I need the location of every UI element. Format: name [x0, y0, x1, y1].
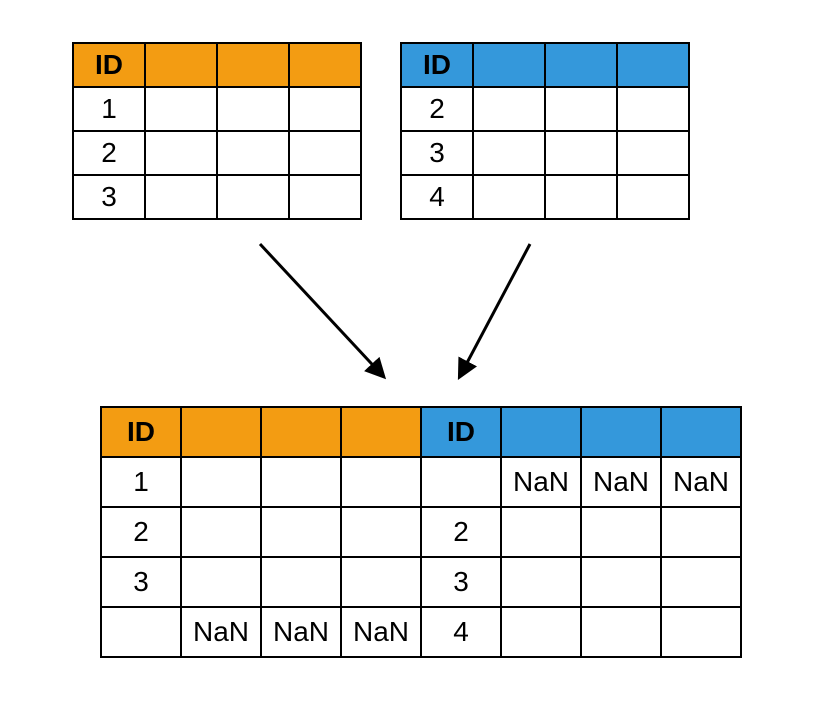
arrow-left-icon [260, 244, 383, 376]
cell [341, 457, 421, 507]
col-header [473, 43, 545, 87]
cell [421, 457, 501, 507]
cell: NaN [661, 457, 741, 507]
header-row: ID ID [101, 407, 741, 457]
cell: 2 [101, 507, 181, 557]
cell [501, 557, 581, 607]
cell [289, 131, 361, 175]
cell [181, 507, 261, 557]
merged-table: ID ID 1 NaN NaN NaN 2 2 3 3 [100, 406, 742, 658]
cell [217, 131, 289, 175]
cell: 4 [401, 175, 473, 219]
cell [661, 607, 741, 657]
table-row: 4 [401, 175, 689, 219]
source-table-right: ID 2 3 4 [400, 42, 690, 220]
col-header [217, 43, 289, 87]
col-header-id: ID [401, 43, 473, 87]
table-row: 3 3 [101, 557, 741, 607]
cell [617, 131, 689, 175]
col-header [341, 407, 421, 457]
table-row: 3 [73, 175, 361, 219]
col-header [501, 407, 581, 457]
cell [181, 457, 261, 507]
cell [581, 557, 661, 607]
cell [341, 507, 421, 557]
cell [289, 175, 361, 219]
cell [501, 507, 581, 557]
col-header-id-left: ID [101, 407, 181, 457]
cell: 2 [401, 87, 473, 131]
cell: NaN [341, 607, 421, 657]
col-header [581, 407, 661, 457]
cell [545, 131, 617, 175]
header-row: ID [401, 43, 689, 87]
table-row: NaN NaN NaN 4 [101, 607, 741, 657]
cell: 2 [421, 507, 501, 557]
cell [261, 557, 341, 607]
col-header [181, 407, 261, 457]
col-header [261, 407, 341, 457]
cell: 2 [73, 131, 145, 175]
cell [473, 87, 545, 131]
cell [341, 557, 421, 607]
cell [145, 87, 217, 131]
cell: NaN [501, 457, 581, 507]
col-header [289, 43, 361, 87]
cell [501, 607, 581, 657]
cell [217, 175, 289, 219]
cell: NaN [181, 607, 261, 657]
cell [545, 87, 617, 131]
cell: NaN [581, 457, 661, 507]
col-header-id: ID [73, 43, 145, 87]
table-row: 1 [73, 87, 361, 131]
cell: 3 [401, 131, 473, 175]
source-table-left: ID 1 2 3 [72, 42, 362, 220]
cell [617, 175, 689, 219]
cell [545, 175, 617, 219]
cell [617, 87, 689, 131]
cell [145, 131, 217, 175]
cell [581, 507, 661, 557]
cell [217, 87, 289, 131]
col-header [661, 407, 741, 457]
table-row: 2 [401, 87, 689, 131]
col-header [545, 43, 617, 87]
cell [581, 607, 661, 657]
col-header [617, 43, 689, 87]
cell: 3 [73, 175, 145, 219]
table-row: 2 2 [101, 507, 741, 557]
col-header-id-right: ID [421, 407, 501, 457]
cell [661, 507, 741, 557]
table-row: 2 [73, 131, 361, 175]
cell [181, 557, 261, 607]
arrow-right-icon [460, 244, 530, 376]
cell [261, 457, 341, 507]
cell: 3 [101, 557, 181, 607]
cell [145, 175, 217, 219]
cell: 3 [421, 557, 501, 607]
col-header [145, 43, 217, 87]
cell [261, 507, 341, 557]
cell: 1 [73, 87, 145, 131]
cell [289, 87, 361, 131]
header-row: ID [73, 43, 361, 87]
cell: 1 [101, 457, 181, 507]
table-row: 1 NaN NaN NaN [101, 457, 741, 507]
cell [101, 607, 181, 657]
cell: NaN [261, 607, 341, 657]
cell: 4 [421, 607, 501, 657]
cell [661, 557, 741, 607]
cell [473, 131, 545, 175]
cell [473, 175, 545, 219]
table-row: 3 [401, 131, 689, 175]
